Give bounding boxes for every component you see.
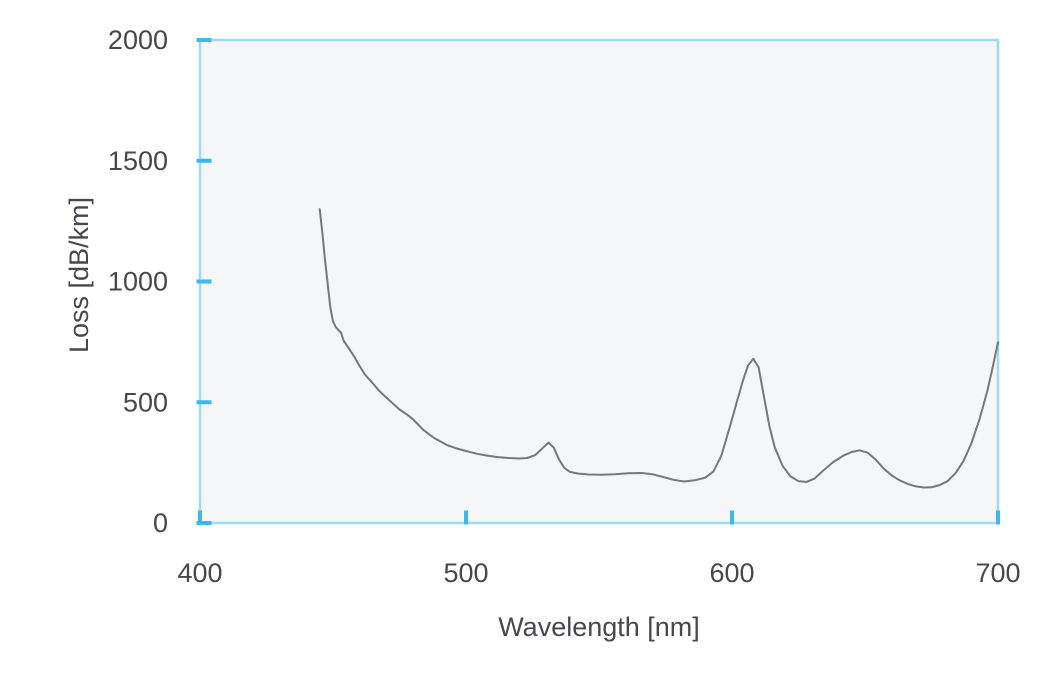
loss-curve bbox=[318, 208, 999, 489]
y-tick bbox=[196, 158, 212, 163]
y-tick-label: 2000 bbox=[108, 25, 168, 55]
x-tick-label: 400 bbox=[177, 558, 222, 588]
y-tick-label: 1000 bbox=[108, 267, 168, 297]
plot-layer: 400 500 600 700 0 500 1000 1500 2000 bbox=[108, 25, 1021, 588]
x-tick bbox=[198, 510, 202, 525]
x-tick-label: 700 bbox=[975, 558, 1020, 588]
y-axis-title: Loss [dB/km] bbox=[64, 197, 94, 353]
y-tick-label: 1500 bbox=[108, 146, 168, 176]
y-tick bbox=[196, 279, 212, 284]
y-tick bbox=[196, 400, 212, 405]
x-tick bbox=[464, 510, 468, 525]
x-tick bbox=[730, 510, 734, 525]
y-tick bbox=[196, 38, 212, 42]
y-tick-label: 0 bbox=[153, 508, 168, 538]
x-tick bbox=[996, 510, 1000, 525]
y-tick bbox=[196, 521, 212, 525]
x-tick-label: 600 bbox=[709, 558, 754, 588]
x-tick-label: 500 bbox=[443, 558, 488, 588]
plot-background bbox=[200, 40, 998, 523]
x-axis-title: Wavelength [nm] bbox=[498, 612, 700, 642]
y-tick-label: 500 bbox=[123, 387, 168, 417]
